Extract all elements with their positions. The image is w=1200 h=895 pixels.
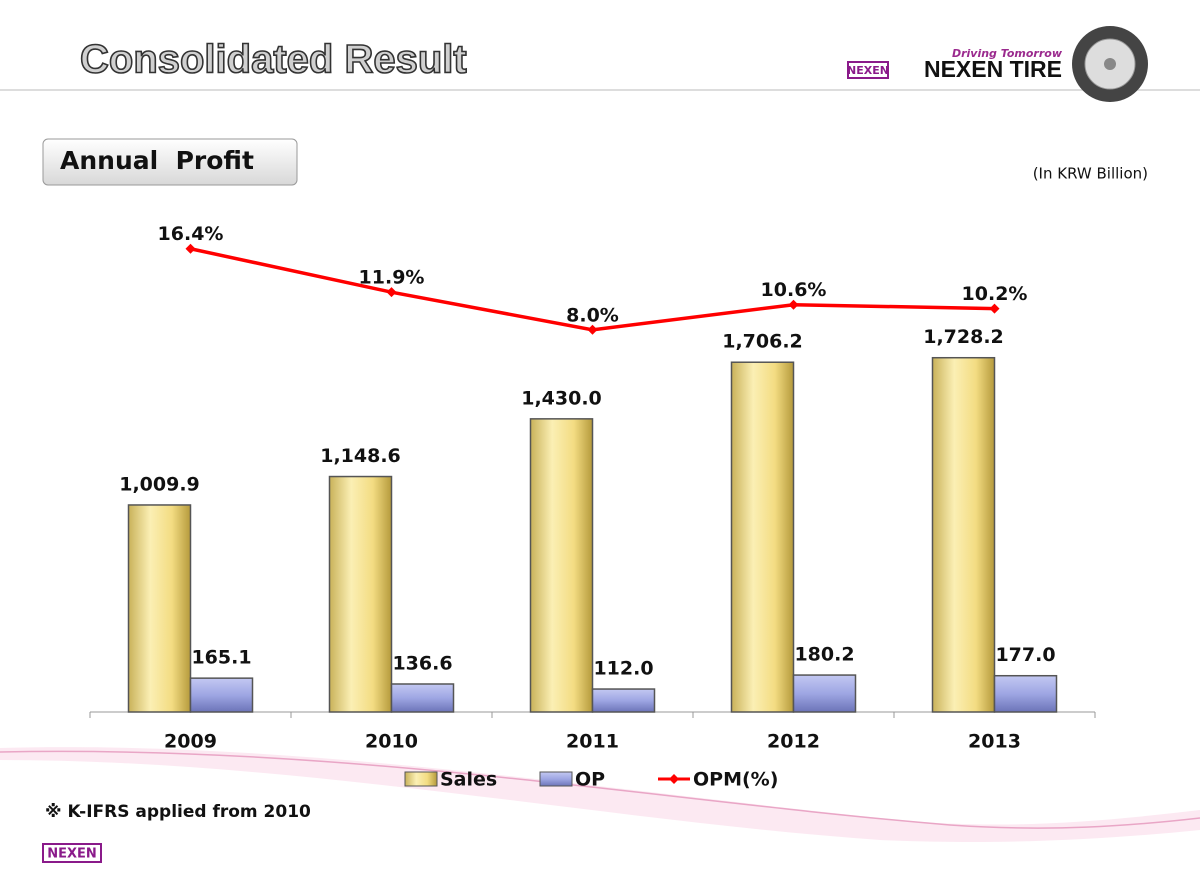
- legend-swatch: [404, 771, 438, 787]
- logo-mark: NEXEN: [847, 64, 889, 77]
- data-label: 10.2%: [962, 283, 1028, 305]
- data-label: 1,728.2: [923, 326, 1004, 348]
- legend-label: OP: [575, 769, 605, 791]
- unit-note: (In KRW Billion): [1033, 165, 1148, 183]
- data-label: 8.0%: [566, 304, 619, 326]
- data-label: 11.9%: [359, 267, 425, 289]
- legend-label: OPM(%): [693, 769, 778, 791]
- line-marker: [185, 243, 196, 254]
- data-label: 112.0: [593, 658, 653, 680]
- bar: [993, 674, 1058, 713]
- data-label: 165.1: [191, 647, 251, 669]
- tagline: Driving Tomorrow: [952, 47, 1063, 60]
- bar: [328, 475, 393, 713]
- decoration: [0, 89, 1200, 842]
- footer-logo-text: NEXEN: [47, 847, 97, 862]
- section-box: [42, 138, 298, 186]
- data-label: 10.6%: [761, 279, 827, 301]
- footer-logo: NEXEN: [42, 843, 102, 863]
- x-tick-label: 2009: [164, 731, 217, 753]
- section-title: Annual Profit: [60, 146, 254, 175]
- footnote: ※ K-IFRS applied from 2010: [45, 802, 311, 822]
- data-label: 1,148.6: [320, 445, 401, 467]
- line-marker: [386, 287, 397, 298]
- legend-marker: [669, 774, 679, 784]
- data-label: 16.4%: [158, 223, 224, 245]
- line-marker: [788, 299, 799, 310]
- bar: [931, 356, 996, 713]
- chart: 2009 2010 2011 2012 2013 1,009.9 1,148.6 1,430.…: [89, 223, 1096, 791]
- x-tick-label: 2013: [968, 731, 1021, 753]
- data-label: 136.6: [392, 652, 452, 674]
- bar: [591, 688, 656, 713]
- line-marker: [587, 324, 598, 335]
- bar: [127, 504, 192, 713]
- brand-name: NEXEN TIRE: [924, 56, 1062, 82]
- data-label: 180.2: [794, 644, 854, 666]
- bar: [792, 674, 857, 713]
- legend-label: Sales: [440, 769, 497, 791]
- data-label: 1,009.9: [119, 473, 200, 495]
- bar: [730, 361, 795, 713]
- line-marker: [989, 303, 1000, 314]
- x-tick-label: 2012: [767, 731, 820, 753]
- brand-logo: NEXEN Driving Tomorrow NEXEN TIRE: [847, 26, 1148, 102]
- data-label: 1,430.0: [521, 387, 602, 409]
- slide-title: Consolidated Result: [80, 38, 467, 82]
- bar: [390, 683, 455, 713]
- x-tick-label: 2010: [365, 731, 418, 753]
- data-label: 1,706.2: [722, 331, 803, 353]
- bar: [529, 418, 594, 713]
- data-label: 177.0: [995, 644, 1055, 666]
- bar: [189, 677, 254, 713]
- x-tick-label: 2011: [566, 731, 619, 753]
- legend-swatch: [539, 771, 573, 787]
